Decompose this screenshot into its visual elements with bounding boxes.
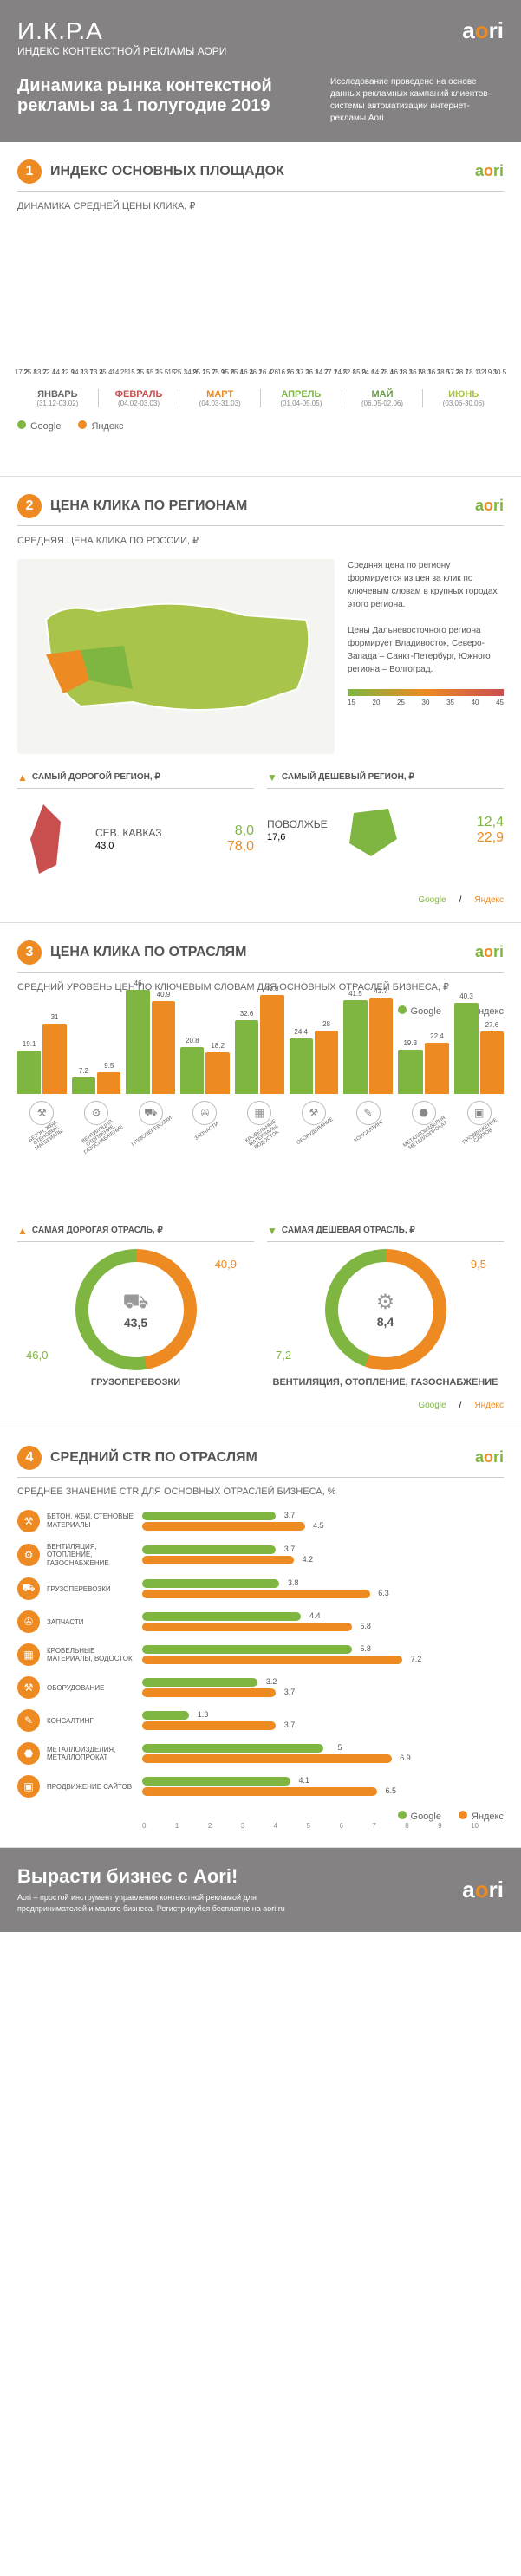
sec-aori-logo: aori	[475, 943, 504, 961]
sec1-num: 1	[17, 159, 42, 184]
sec2-sub: СРЕДНЯЯ ЦЕНА КЛИКА ПО РОССИИ, ₽	[17, 535, 504, 546]
industry-expensive: ▲САМАЯ ДОРОГАЯ ОТРАСЛЬ, ₽ ⛟43,5 40,9 46,…	[17, 1225, 254, 1388]
sec4-title: СРЕДНИЙ CTR ПО ОТРАСЛЯМ	[50, 1450, 257, 1466]
sec3-num: 3	[17, 940, 42, 965]
reg-hi-val: 43,0	[95, 841, 161, 851]
footer-aori-logo: aori	[462, 1877, 504, 1903]
reg-lo-title: САМЫЙ ДЕШЕВЫЙ РЕГИОН, ₽	[282, 772, 414, 782]
footer-heading: Вырасти бизнес с Aori!	[17, 1865, 321, 1888]
section-1: 1 ИНДЕКС ОСНОВНЫХ ПЛОЩАДОК aori ДИНАМИКА …	[0, 142, 521, 477]
sec-aori-logo: aori	[475, 1448, 504, 1467]
legend-yandex: Яндекс	[91, 421, 123, 432]
section-3: 3ЦЕНА КЛИКА ПО ОТРАСЛЯМ aori СРЕДНИЙ УРО…	[0, 923, 521, 1428]
section-2: 2 ЦЕНА КЛИКА ПО РЕГИОНАМ aori СРЕДНЯЯ ЦЕН…	[0, 477, 521, 923]
sec3-title: ЦЕНА КЛИКА ПО ОТРАСЛЯМ	[50, 945, 246, 960]
region-cheap: ▼САМЫЙ ДЕШЕВЫЙ РЕГИОН, ₽ ПОВОЛЖЬЕ 17,6 1…	[267, 771, 504, 882]
legend-google: Google	[30, 421, 61, 432]
reg-lo-y: 22,9	[477, 830, 504, 846]
footer-sub: Aori – простой инструмент управления кон…	[17, 1892, 321, 1914]
sec2-text1: Средняя цена по региону формируется из ц…	[348, 559, 504, 611]
russia-map	[17, 559, 335, 754]
reg-lo-g: 12,4	[477, 815, 504, 830]
ctr-chart: ⚒БЕТОН, ЖБИ, СТЕНОВЫЕ МАТЕРИАЛЫ3.74.5⚙ВЕ…	[17, 1510, 504, 1799]
chart-1: 17.225.813.722.414.122.914.123.713.425.4…	[17, 224, 504, 459]
header-note: Исследование проведено на основе данных …	[330, 76, 504, 125]
header-subtitle: ИНДЕКС КОНТЕКСТНОЙ РЕКЛАМЫ АОРИ	[17, 45, 226, 59]
footer: Вырасти бизнес с Aori! Aori – простой ин…	[0, 1848, 521, 1931]
reg-hi-name: СЕВ. КАВКАЗ	[95, 827, 161, 839]
sec2-text2: Цены Дальневосточного региона формирует …	[348, 624, 504, 676]
reg-lo-val: 17,6	[267, 832, 328, 842]
section-4: 4 СРЕДНИЙ CTR ПО ОТРАСЛЯМ aori СРЕДНЕЕ ЗН…	[0, 1428, 521, 1849]
header-heading: Динамика рынка контекстной рекламы за 1 …	[17, 76, 277, 125]
sec1-title: ИНДЕКС ОСНОВНЫХ ПЛОЩАДОК	[50, 164, 284, 179]
reg-lo-name: ПОВОЛЖЬЕ	[267, 818, 328, 830]
industry-cheap: ▼САМАЯ ДЕШЕВАЯ ОТРАСЛЬ, ₽ ⚙8,4 9,5 7,2 В…	[267, 1225, 504, 1388]
sec1-sub: ДИНАМИКА СРЕДНЕЙ ЦЕНЫ КЛИКА, ₽	[17, 200, 504, 211]
sec2-num: 2	[17, 494, 42, 518]
sec-aori-logo: aori	[475, 162, 504, 180]
reg-hi-g: 8,0	[227, 823, 254, 839]
legend-1: Google Яндекс	[17, 420, 504, 432]
reg-hi-title: САМЫЙ ДОРОГОЙ РЕГИОН, ₽	[32, 772, 160, 782]
sec-aori-logo: aori	[475, 497, 504, 515]
reg-hi-y: 78,0	[227, 839, 254, 855]
sec4-num: 4	[17, 1446, 42, 1470]
header: И.К.Р.А ИНДЕКС КОНТЕКСТНОЙ РЕКЛАМЫ АОРИ …	[0, 0, 521, 142]
chart-3: 19.131⚒БЕТОН, ЖБИ, СТЕНОВЫЕ МАТЕРИАЛЫ7.2…	[17, 1025, 504, 1164]
aori-logo: aori	[462, 17, 504, 44]
sec4-sub: СРЕДНЕЕ ЗНАЧЕНИЕ CTR ДЛЯ ОСНОВНЫХ ОТРАСЛ…	[17, 1486, 504, 1497]
region-expensive: ▲САМЫЙ ДОРОГОЙ РЕГИОН, ₽ СЕВ. КАВКАЗ 43,…	[17, 771, 254, 882]
sec2-title: ЦЕНА КЛИКА ПО РЕГИОНАМ	[50, 498, 247, 514]
header-title: И.К.Р.А	[17, 17, 226, 45]
